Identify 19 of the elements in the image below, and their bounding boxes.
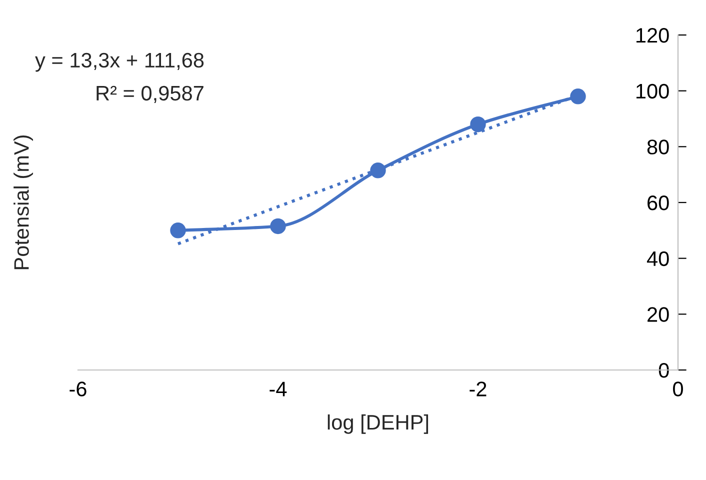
x-axis-title: log [DEHP] [328, 414, 428, 434]
y-tick-label: 100 [636, 84, 669, 99]
annotation: R² = 0,9587 [96, 86, 204, 104]
point [470, 116, 486, 132]
x-tick-label: -2 [470, 382, 486, 396]
x-tick-label: -4 [270, 382, 287, 396]
y-tick-label: 80 [647, 140, 669, 154]
y-tick-label: 60 [648, 196, 669, 210]
annotation: y = 13,3x + 111,68 [35, 52, 204, 72]
point [170, 222, 186, 238]
point [370, 162, 386, 178]
point [570, 88, 586, 104]
x-tick-label: -6 [70, 382, 86, 396]
y-axis-title: Potensial (mV) [14, 135, 33, 270]
x-tick-label: 0 [673, 382, 683, 396]
point [270, 218, 286, 234]
y-tick-label: 40 [646, 251, 669, 266]
y-tick-label: 120 [636, 28, 669, 43]
y-tick-label: 20 [648, 307, 669, 322]
